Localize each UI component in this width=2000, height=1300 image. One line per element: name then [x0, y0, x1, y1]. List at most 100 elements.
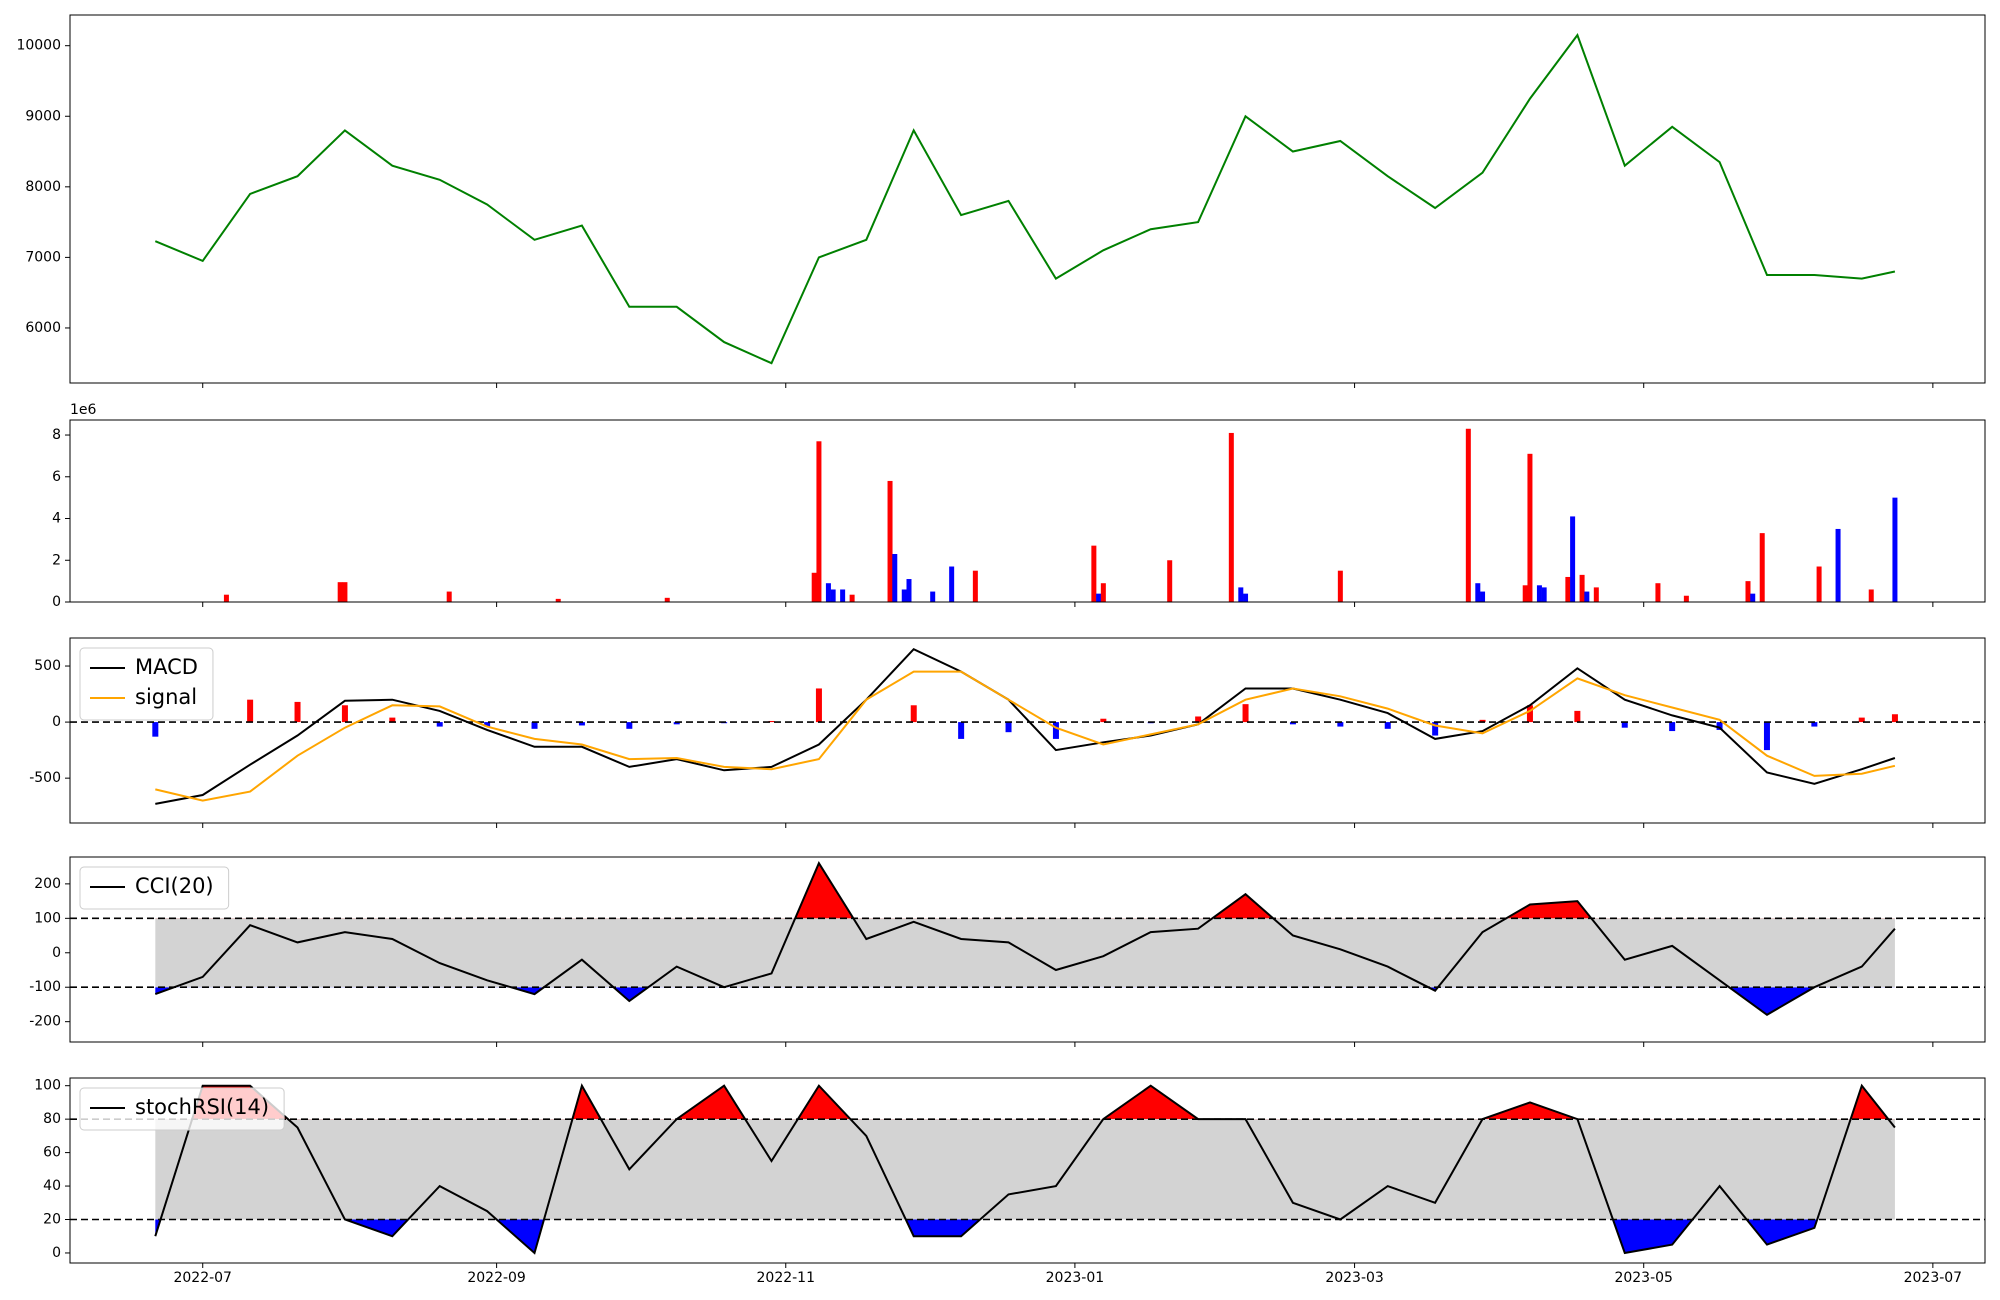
plot-area: [70, 861, 1985, 1016]
legend: CCI(20): [79, 866, 230, 910]
bar: [1655, 583, 1661, 602]
histogram-bar: [1763, 722, 1770, 751]
y-tick-label: 9000: [25, 108, 61, 124]
bar: [1536, 585, 1542, 602]
histogram-bar: [1384, 722, 1391, 729]
bar: [825, 583, 831, 602]
histogram-bar: [958, 722, 965, 739]
line: [155, 670, 1896, 802]
bar: [1745, 581, 1751, 602]
bar: [1683, 595, 1689, 602]
histogram-bar: [152, 722, 159, 737]
y-tick-label: 6000: [25, 320, 61, 336]
bar: [1565, 576, 1571, 602]
y-tick-label: 2: [52, 552, 61, 568]
bar: [1570, 516, 1576, 602]
offset-label: 1e6: [70, 402, 97, 418]
bar: [1579, 574, 1585, 602]
bar: [1522, 585, 1528, 602]
axes-frame: [69, 637, 1986, 824]
x-tick-label: 2023-05: [1614, 1270, 1673, 1286]
y-tick-label: 80: [43, 1111, 61, 1127]
bar: [446, 591, 452, 602]
bar: [887, 480, 893, 602]
histogram-bar: [768, 720, 775, 723]
histogram-bar: [1195, 716, 1202, 723]
histogram-bar: [531, 722, 538, 729]
histogram-bar: [1669, 722, 1676, 732]
bar: [906, 579, 912, 602]
bar: [1243, 593, 1249, 602]
histogram-bar: [1621, 722, 1628, 728]
bar: [949, 566, 955, 602]
y-tick-label: 200: [34, 876, 61, 892]
histogram-bar: [389, 717, 396, 723]
y-tick-label: -100: [29, 979, 61, 995]
bar: [1167, 560, 1173, 602]
line: [154, 861, 1896, 1016]
bar: [1593, 587, 1599, 602]
bar: [816, 441, 822, 602]
bar: [1816, 566, 1822, 602]
bar: [972, 570, 978, 602]
y-tick-label: 4: [52, 511, 61, 527]
plot-area: [223, 428, 1898, 602]
histogram-bar: [1100, 718, 1107, 723]
histogram-bar: [247, 699, 254, 723]
histogram-bar: [341, 705, 348, 723]
bar: [1584, 591, 1590, 602]
histogram-bar: [436, 722, 443, 727]
plot-area: [154, 33, 1896, 365]
bar: [830, 589, 836, 602]
y-tick-label: 8000: [25, 179, 61, 195]
bar: [849, 594, 855, 602]
histogram-bar: [910, 705, 917, 723]
x-tick-label: 2022-07: [173, 1270, 232, 1286]
y-tick-label: 0: [52, 714, 61, 730]
y-tick-label: 0: [52, 1245, 61, 1261]
legend-box: [79, 1087, 285, 1131]
bar: [555, 598, 561, 602]
bar: [1337, 570, 1343, 602]
bar: [1835, 528, 1841, 602]
histogram-bar: [673, 722, 680, 725]
bar: [892, 553, 898, 602]
histogram-bar: [1337, 722, 1344, 727]
legend-label: MACD: [135, 655, 198, 679]
legend: stochRSI(14): [79, 1087, 285, 1131]
histogram-bar: [1716, 722, 1723, 730]
bar: [1100, 583, 1106, 602]
y-tick-label: 0: [52, 945, 61, 961]
histogram-bar: [578, 722, 585, 726]
histogram-bar: [1005, 722, 1012, 733]
y-tick-label: 500: [34, 658, 61, 674]
histogram-bar: [1289, 722, 1296, 725]
bar: [811, 572, 817, 602]
bar: [337, 582, 343, 602]
legend-label: stochRSI(14): [135, 1095, 269, 1119]
y-tick-label: 8: [52, 427, 61, 443]
bar: [930, 591, 936, 602]
bar: [1465, 428, 1471, 602]
band: [155, 1119, 1895, 1220]
x-tick-label: 2022-09: [467, 1270, 526, 1286]
line: [154, 1083, 1896, 1255]
bar: [1228, 432, 1234, 602]
bar: [1541, 587, 1547, 602]
histogram-bar: [626, 722, 633, 729]
histogram-bar: [1052, 722, 1059, 739]
y-tick-label: 40: [43, 1178, 61, 1194]
bar: [342, 582, 348, 602]
histogram-bar: [294, 701, 301, 723]
axes-frame: [69, 14, 1986, 384]
y-tick-label: 6: [52, 469, 61, 485]
bar: [1480, 591, 1486, 602]
histogram-bar: [1526, 705, 1533, 723]
bar: [1527, 453, 1533, 602]
axes-frame: [69, 419, 1986, 603]
bar: [223, 594, 229, 602]
x-tick-label: 2023-07: [1904, 1270, 1963, 1286]
x-tick-label: 2023-03: [1325, 1270, 1384, 1286]
plot-area: [70, 647, 1985, 805]
line: [154, 33, 1896, 365]
